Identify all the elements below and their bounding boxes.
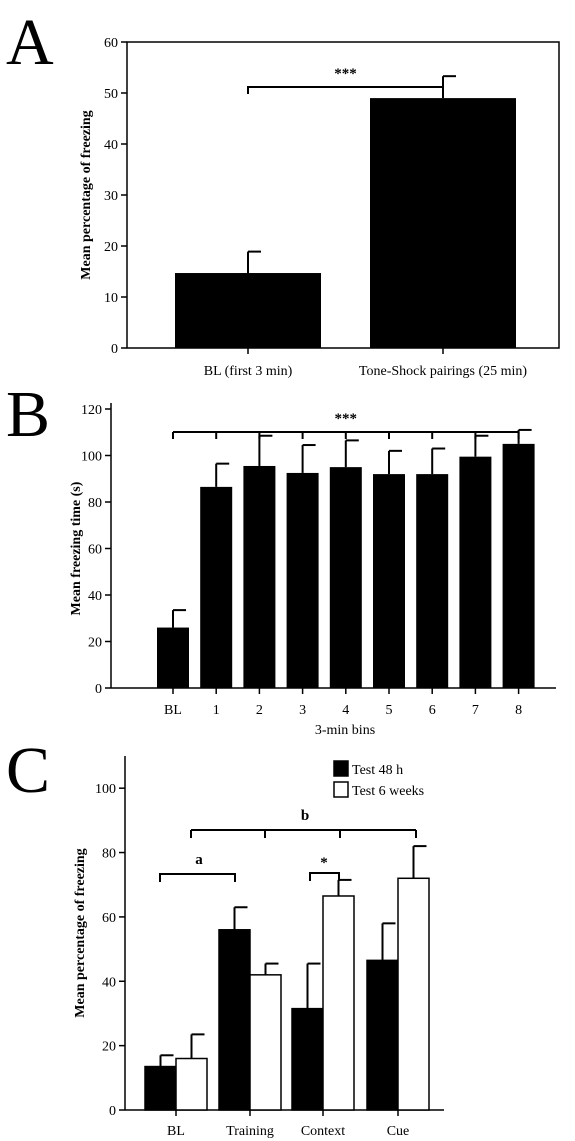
y-tick-label: 40	[102, 975, 116, 990]
x-tick-label: Context	[301, 1124, 345, 1139]
panel-b-letter: B	[6, 378, 50, 451]
legend-label-0: Test 48 h	[352, 763, 403, 778]
y-tick-label: 120	[81, 403, 102, 418]
y-tick-label: 80	[102, 847, 116, 862]
y-tick-label: 80	[88, 496, 102, 511]
x-tick-label: BL (first 3 min)	[204, 364, 293, 379]
y-tick-label: 10	[104, 291, 118, 306]
bar-1	[370, 98, 516, 348]
bar-cue-series-1	[397, 877, 430, 1111]
x-tick-label: 7	[472, 703, 479, 718]
significance-label: ***	[335, 411, 358, 427]
panel-a-letter: A	[6, 6, 54, 79]
significance-bracket	[247, 86, 444, 94]
bar-0	[175, 273, 321, 348]
x-tick-label: Training	[226, 1124, 274, 1139]
legend-label-1: Test 6 weeks	[352, 784, 424, 799]
x-axis-label: 3-min bins	[315, 723, 375, 738]
bar-bl-series-0	[144, 1065, 177, 1111]
x-tick-label: BL	[167, 1124, 185, 1139]
significance-label: ***	[334, 66, 357, 82]
y-axis-label: Mean percentage of freezing	[79, 110, 94, 279]
bar-bl-series-1	[175, 1057, 208, 1111]
y-tick-label: 0	[109, 1104, 116, 1119]
significance-bracket-a	[159, 873, 236, 882]
x-tick-label: 1	[213, 703, 220, 718]
x-tick-label: 6	[429, 703, 436, 718]
bar-5	[373, 474, 405, 688]
y-tick-label: 0	[95, 682, 102, 697]
chart-panel-b: 0 20 40 60 80 100 120 Mean freezing time (s) BL 1…	[69, 403, 556, 738]
y-tick-label: 60	[102, 911, 116, 926]
bar-training-series-1	[249, 974, 282, 1111]
y-tick-label: 0	[111, 342, 118, 357]
x-tick-label: 8	[515, 703, 522, 718]
x-tick-label: Cue	[387, 1124, 410, 1139]
bar-BL	[157, 627, 189, 688]
significance-label-a: a	[195, 852, 203, 868]
x-tick-label: Tone-Shock pairings (25 min)	[359, 364, 527, 379]
chart-panel-c: 0 20 40 60 80 100 Mean percentage of freezing B…	[73, 756, 444, 1139]
legend-swatch-0	[333, 760, 349, 777]
y-tick-label: 20	[102, 1040, 116, 1055]
bar-training-series-0	[218, 929, 251, 1111]
bar-2	[243, 465, 276, 688]
x-tick-label: 5	[386, 703, 393, 718]
y-tick-label: 60	[88, 543, 102, 558]
y-tick-label: 40	[104, 138, 118, 153]
bar-6	[416, 474, 449, 688]
bar-7	[459, 456, 492, 688]
significance-bracket-star	[309, 872, 340, 881]
bar-3	[286, 472, 319, 688]
x-tick-label: BL	[164, 703, 182, 718]
bar-context-series-0	[291, 1007, 324, 1111]
y-tick-label: 100	[95, 782, 116, 797]
x-tick-label: 2	[256, 703, 263, 718]
significance-label-star: *	[320, 855, 328, 871]
y-tick-label: 60	[104, 36, 118, 51]
y-tick-label: 100	[81, 450, 102, 465]
bar-context-series-1	[322, 895, 355, 1111]
panel-c-letter: C	[6, 734, 50, 807]
y-tick-label: 50	[104, 87, 118, 102]
y-axis-label: Mean freezing time (s)	[69, 481, 84, 615]
significance-label-b: b	[301, 808, 309, 824]
bar-4	[329, 467, 362, 688]
y-tick-label: 40	[88, 589, 102, 604]
x-tick-label: 3	[299, 703, 306, 718]
bar-1	[200, 486, 233, 688]
y-tick-label: 20	[88, 636, 102, 651]
y-tick-label: 20	[104, 240, 118, 255]
bar-8	[502, 443, 535, 688]
legend-swatch-1	[333, 781, 349, 798]
chart-panel-a: 0 10 20 30 40 50 60 Mean percentage of freezing…	[79, 36, 560, 379]
x-tick-label: 4	[342, 703, 349, 718]
bar-cue-series-0	[366, 959, 399, 1111]
y-axis-label: Mean percentage of freezing	[73, 848, 88, 1017]
y-tick-label: 30	[104, 189, 118, 204]
